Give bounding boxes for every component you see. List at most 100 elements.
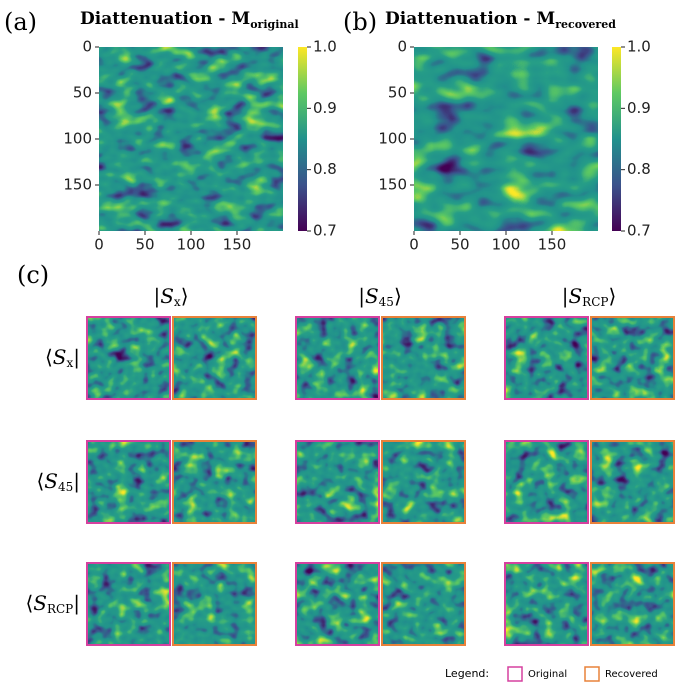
y-tick-label: 0 <box>397 38 407 56</box>
bracket: ⟩ <box>608 284 616 308</box>
tile-image <box>504 562 589 646</box>
panel-label: (c) <box>17 261 49 289</box>
colorbar <box>612 47 621 231</box>
bracket: | <box>73 345 80 370</box>
legend-title: Legend: <box>445 667 489 680</box>
subscript: RCP <box>47 602 73 616</box>
symbol: S <box>365 284 379 308</box>
tile-image <box>86 562 171 646</box>
x-tick-label: 0 <box>409 236 419 254</box>
tile-frame <box>504 440 589 524</box>
tile-frame <box>86 316 171 400</box>
x-tick-label: 100 <box>492 236 521 254</box>
title-text: Diattenuation - M <box>80 9 250 29</box>
colorbar-tick-label: 0.9 <box>313 99 337 117</box>
symbol: S <box>53 345 67 369</box>
tile-frame <box>504 562 589 646</box>
legend-label: Recovered <box>605 669 658 680</box>
symbol: S <box>44 469 58 493</box>
y-tick-label: 50 <box>388 84 407 102</box>
tile-frame <box>295 316 380 400</box>
colorbar-tick-label: 0.8 <box>313 160 337 178</box>
y-tick-label: 0 <box>82 38 92 56</box>
tile-frame <box>86 562 171 646</box>
column-label: |S45⟩ <box>358 284 402 309</box>
tile-image <box>86 316 171 400</box>
tile-frame <box>504 316 589 400</box>
bracket: ⟨ <box>25 591 33 615</box>
title-sub: original <box>250 18 299 31</box>
subscript: 45 <box>379 295 394 309</box>
colorbar-tick-label: 0.7 <box>313 222 337 240</box>
tile-image <box>504 316 589 400</box>
bracket: | <box>73 469 80 494</box>
colorbar-tick-label: 1.0 <box>313 38 337 56</box>
y-tick-label: 150 <box>63 176 92 194</box>
tile-image <box>590 562 675 646</box>
bracket: ⟨ <box>36 469 44 493</box>
bracket: ⟨ <box>45 345 53 369</box>
tile-frame <box>86 440 171 524</box>
tile-image <box>295 562 380 646</box>
tile-frame <box>295 562 380 646</box>
tile-image <box>590 440 675 524</box>
tile-image <box>86 440 171 524</box>
subscript: x <box>66 356 73 370</box>
column-label: |SRCP⟩ <box>562 284 617 309</box>
bracket: ⟩ <box>181 284 189 308</box>
tile-frame <box>172 562 257 646</box>
title-text: Diattenuation - M <box>385 9 555 29</box>
y-tick-label: 50 <box>73 84 92 102</box>
subscript: RCP <box>582 295 608 309</box>
title-sub: recovered <box>555 18 616 31</box>
tile-image <box>172 440 257 524</box>
colorbar-tick-label: 0.7 <box>627 222 651 240</box>
panel-label: (a) <box>4 8 37 36</box>
tile-frame <box>381 316 466 400</box>
x-tick-label: 50 <box>135 236 154 254</box>
x-tick-label: 0 <box>94 236 104 254</box>
colorbar-tick-label: 1.0 <box>627 38 651 56</box>
y-tick-label: 150 <box>378 176 407 194</box>
tile-frame <box>172 316 257 400</box>
heatmap <box>414 47 598 231</box>
tile-image <box>172 316 257 400</box>
row-label: ⟨SRCP| <box>25 591 80 616</box>
tile-frame <box>590 562 675 646</box>
panel-label: (b) <box>343 8 377 36</box>
row-label: ⟨S45| <box>36 469 80 494</box>
tile-frame <box>590 440 675 524</box>
bracket: | <box>153 284 160 309</box>
x-tick-label: 100 <box>177 236 206 254</box>
subscript: x <box>174 295 181 309</box>
panel-title: Diattenuation - Moriginal <box>80 9 299 31</box>
tile-frame <box>381 562 466 646</box>
colorbar <box>298 47 307 231</box>
panel-title: Diattenuation - Mrecovered <box>385 9 616 31</box>
tile-image <box>590 316 675 400</box>
tile-image <box>172 562 257 646</box>
tile-frame <box>295 440 380 524</box>
symbol: S <box>160 284 174 308</box>
x-tick-label: 50 <box>450 236 469 254</box>
symbol: S <box>33 591 47 615</box>
subscript: 45 <box>58 480 73 494</box>
x-tick-label: 150 <box>223 236 252 254</box>
x-tick-label: 150 <box>538 236 567 254</box>
legend-swatch <box>507 666 523 682</box>
tile-image <box>381 440 466 524</box>
legend-swatch <box>584 666 600 682</box>
bracket: | <box>358 284 365 309</box>
row-label: ⟨Sx| <box>45 345 80 370</box>
tile-frame <box>381 440 466 524</box>
heatmap <box>99 47 283 231</box>
tile-image <box>381 562 466 646</box>
y-tick-label: 100 <box>63 130 92 148</box>
tile-image <box>295 316 380 400</box>
bracket: | <box>73 591 80 616</box>
legend-label: Original <box>528 669 567 680</box>
tile-image <box>504 440 589 524</box>
column-label: |Sx⟩ <box>153 284 188 309</box>
bracket: | <box>562 284 569 309</box>
